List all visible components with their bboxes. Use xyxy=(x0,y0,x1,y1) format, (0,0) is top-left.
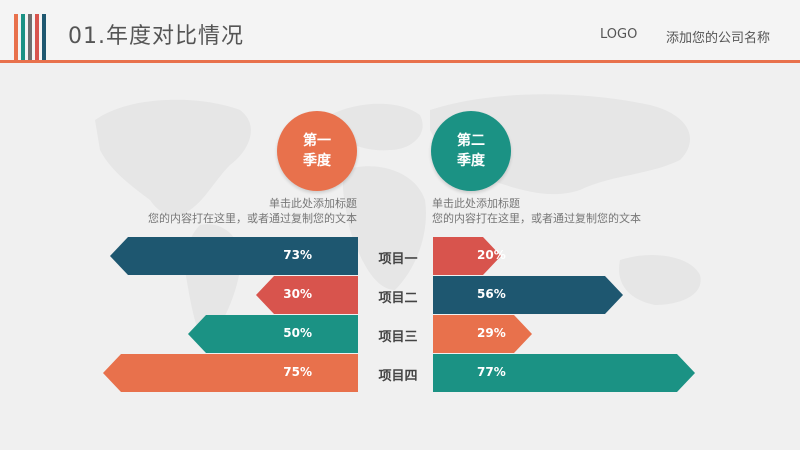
left-description: 单击此处添加标题 您的内容打在这里，或者通过复制您的文本 xyxy=(135,196,357,226)
bar-shape xyxy=(110,237,358,275)
logo-text: LOGO xyxy=(600,27,638,42)
quarter-one-bar: 30% xyxy=(256,276,358,314)
header-stripes xyxy=(14,14,48,62)
bar-value-label: 56% xyxy=(477,287,506,301)
right-desc-body: 您的内容打在这里，或者通过复制您的文本 xyxy=(432,212,641,225)
right-description: 单击此处添加标题 您的内容打在这里，或者通过复制您的文本 xyxy=(432,196,672,226)
category-label: 项目三 xyxy=(378,330,418,345)
bar-value-label: 50% xyxy=(283,326,312,340)
quarter-one-bar: 50% xyxy=(188,315,358,353)
quarter-two-bar: 77% xyxy=(433,354,695,392)
bar-value-label: 30% xyxy=(283,287,312,301)
quarter-one-badge: 第一 季度 xyxy=(277,111,357,191)
left-desc-body: 您的内容打在这里，或者通过复制您的文本 xyxy=(148,212,357,225)
quarter-one-bar: 73% xyxy=(110,237,358,275)
company-name: 添加您的公司名称 xyxy=(666,31,771,46)
quarter-two-bar: 56% xyxy=(433,276,623,314)
left-desc-title: 单击此处添加标题 xyxy=(269,197,357,210)
bar-value-label: 20% xyxy=(477,248,506,262)
bar-value-label: 75% xyxy=(283,365,312,379)
bar-shape xyxy=(433,276,623,314)
quarter-two-bar: 29% xyxy=(433,315,532,353)
header-divider xyxy=(0,60,800,63)
quarter-two-line2: 季度 xyxy=(457,153,485,169)
quarter-two-badge: 第二 季度 xyxy=(431,111,511,191)
quarter-two-line1: 第二 xyxy=(457,133,485,149)
bar-shape xyxy=(433,354,695,392)
quarter-one-line1: 第一 xyxy=(303,133,331,149)
bar-shape xyxy=(433,315,532,353)
category-label: 项目一 xyxy=(378,252,418,267)
bar-value-label: 29% xyxy=(477,326,506,340)
right-desc-title: 单击此处添加标题 xyxy=(432,197,520,210)
category-label: 项目二 xyxy=(378,291,418,306)
quarter-one-line2: 季度 xyxy=(303,153,331,169)
header-bar: 01.年度对比情况 LOGO 添加您的公司名称 xyxy=(0,0,800,62)
bar-shape xyxy=(433,237,501,275)
quarter-one-bar: 75% xyxy=(103,354,358,392)
quarter-two-bar: 20% xyxy=(433,237,506,275)
bar-shape xyxy=(188,315,358,353)
bar-shape xyxy=(256,276,358,314)
category-label: 项目四 xyxy=(378,369,418,384)
bar-shape xyxy=(103,354,358,392)
page-title: 01.年度对比情况 xyxy=(68,24,244,49)
bar-value-label: 73% xyxy=(283,248,312,262)
bar-value-label: 77% xyxy=(477,365,506,379)
